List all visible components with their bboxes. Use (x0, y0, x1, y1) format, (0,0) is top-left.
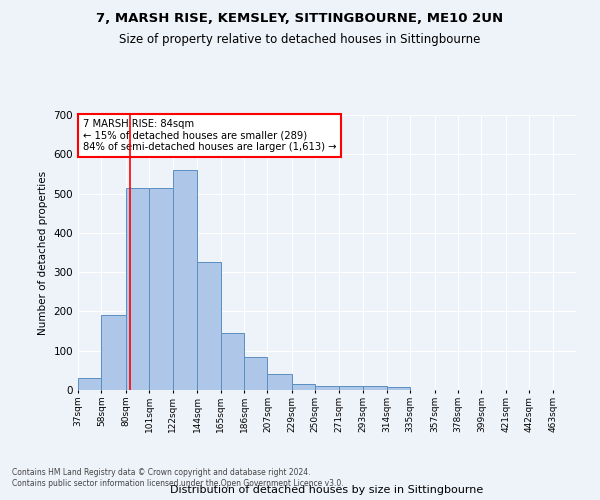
Bar (244, 356, 268, 390)
Bar (78, 378, 101, 390)
Bar (268, 374, 292, 390)
Bar (173, 170, 197, 390)
Bar (101, 316, 126, 390)
Bar (386, 387, 410, 390)
Text: Contains HM Land Registry data © Crown copyright and database right 2024.
Contai: Contains HM Land Registry data © Crown c… (12, 468, 344, 487)
Bar (149, 188, 173, 390)
Bar (126, 188, 149, 390)
Bar (316, 386, 338, 390)
Text: 7 MARSH RISE: 84sqm
← 15% of detached houses are smaller (289)
84% of semi-detac: 7 MARSH RISE: 84sqm ← 15% of detached ho… (83, 119, 337, 152)
Bar (338, 386, 363, 390)
Bar (363, 386, 386, 390)
X-axis label: Distribution of detached houses by size in Sittingbourne: Distribution of detached houses by size … (170, 484, 484, 494)
Text: 7, MARSH RISE, KEMSLEY, SITTINGBOURNE, ME10 2UN: 7, MARSH RISE, KEMSLEY, SITTINGBOURNE, M… (97, 12, 503, 26)
Bar (221, 333, 244, 390)
Bar (197, 262, 221, 390)
Y-axis label: Number of detached properties: Number of detached properties (38, 170, 48, 334)
Text: Size of property relative to detached houses in Sittingbourne: Size of property relative to detached ho… (119, 32, 481, 46)
Bar (292, 384, 316, 390)
